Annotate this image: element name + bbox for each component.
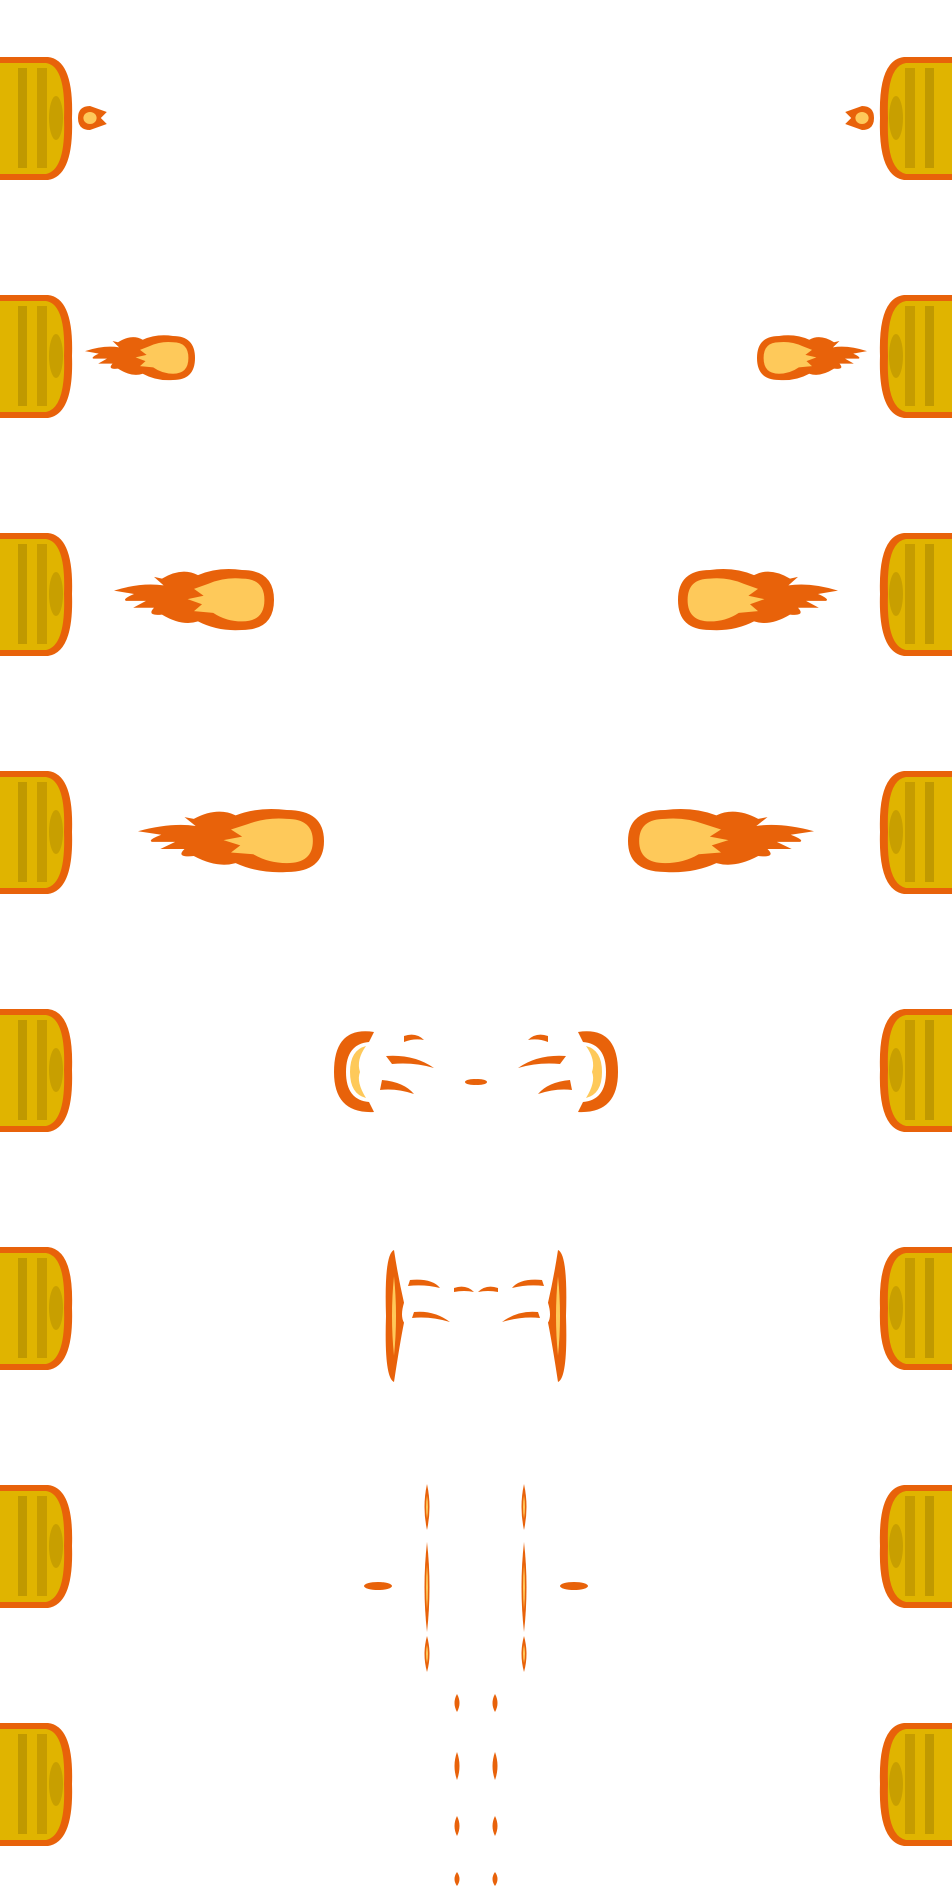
ember bbox=[492, 1694, 498, 1712]
flame-strip bbox=[521, 1484, 527, 1530]
ember bbox=[492, 1752, 498, 1780]
crescent bbox=[334, 1031, 483, 1113]
cannon-right-icon bbox=[879, 1485, 952, 1608]
embers-left-icon bbox=[454, 1694, 460, 1886]
frame-2 bbox=[0, 238, 952, 476]
cannon-right-icon bbox=[879, 295, 952, 418]
cannon-left-icon bbox=[0, 771, 73, 894]
spark-left-icon bbox=[78, 106, 107, 130]
fireball bbox=[138, 808, 324, 873]
frame-8 bbox=[0, 1666, 952, 1904]
flame-strip bbox=[424, 1542, 430, 1632]
ember bbox=[454, 1694, 460, 1712]
fireball-left-icon bbox=[138, 808, 324, 873]
ember bbox=[492, 1816, 498, 1836]
spark-right-icon bbox=[845, 106, 874, 130]
frame-7-canvas bbox=[0, 1484, 952, 1672]
cannon-right-icon bbox=[879, 1723, 952, 1846]
ember bbox=[454, 1816, 460, 1836]
cannon-left-icon bbox=[0, 1247, 73, 1370]
fireball bbox=[114, 569, 274, 631]
fireball-right-icon bbox=[757, 335, 867, 381]
fading-flame-left-icon bbox=[364, 1484, 430, 1672]
frame-3-canvas bbox=[0, 533, 952, 656]
cannon-left-icon bbox=[0, 57, 73, 180]
broken-fireball-left-icon bbox=[334, 1031, 483, 1113]
flame-strip bbox=[424, 1484, 430, 1530]
spark bbox=[845, 106, 874, 130]
frame-6 bbox=[0, 1190, 952, 1428]
cannon-right-icon bbox=[879, 771, 952, 894]
cannon-left-icon bbox=[0, 533, 73, 656]
fireball-right-icon bbox=[628, 808, 814, 873]
cannon-left-icon bbox=[0, 1009, 73, 1132]
flame-strip bbox=[424, 1636, 430, 1672]
cannon-left-icon bbox=[0, 295, 73, 418]
cannon-right-icon bbox=[879, 1247, 952, 1370]
frame-5-canvas bbox=[0, 1009, 952, 1132]
frame-5 bbox=[0, 952, 952, 1190]
fireball bbox=[85, 335, 195, 381]
frame-1-canvas bbox=[0, 57, 952, 180]
fading-flame-right-icon bbox=[521, 1484, 588, 1672]
broken-fireball-right-icon bbox=[469, 1031, 618, 1113]
flame-wall-left-icon bbox=[385, 1250, 474, 1382]
ember bbox=[492, 1872, 498, 1886]
frame-7 bbox=[0, 1428, 952, 1672]
cannon-right-icon bbox=[879, 57, 952, 180]
flame-strip bbox=[521, 1636, 527, 1672]
frame-6-canvas bbox=[0, 1247, 952, 1382]
ember bbox=[454, 1752, 460, 1780]
frame-4 bbox=[0, 714, 952, 952]
frame-8-canvas bbox=[0, 1694, 952, 1886]
frame-1 bbox=[0, 0, 952, 238]
flame-strip bbox=[521, 1542, 527, 1632]
frame-4-canvas bbox=[0, 771, 952, 894]
cannon-left-icon bbox=[0, 1723, 73, 1846]
cannon-right-icon bbox=[879, 1009, 952, 1132]
frame-2-canvas bbox=[0, 295, 952, 418]
flame-wall-right-icon bbox=[478, 1250, 567, 1382]
cannon-right-icon bbox=[879, 533, 952, 656]
wall bbox=[385, 1250, 474, 1382]
cannon-left-icon bbox=[0, 1485, 73, 1608]
ember bbox=[454, 1872, 460, 1886]
fireball-left-icon bbox=[114, 569, 274, 631]
embers-right-icon bbox=[492, 1694, 498, 1886]
fireball-left-icon bbox=[85, 335, 195, 381]
frame-3 bbox=[0, 476, 952, 714]
fireball-right-icon bbox=[678, 569, 838, 631]
